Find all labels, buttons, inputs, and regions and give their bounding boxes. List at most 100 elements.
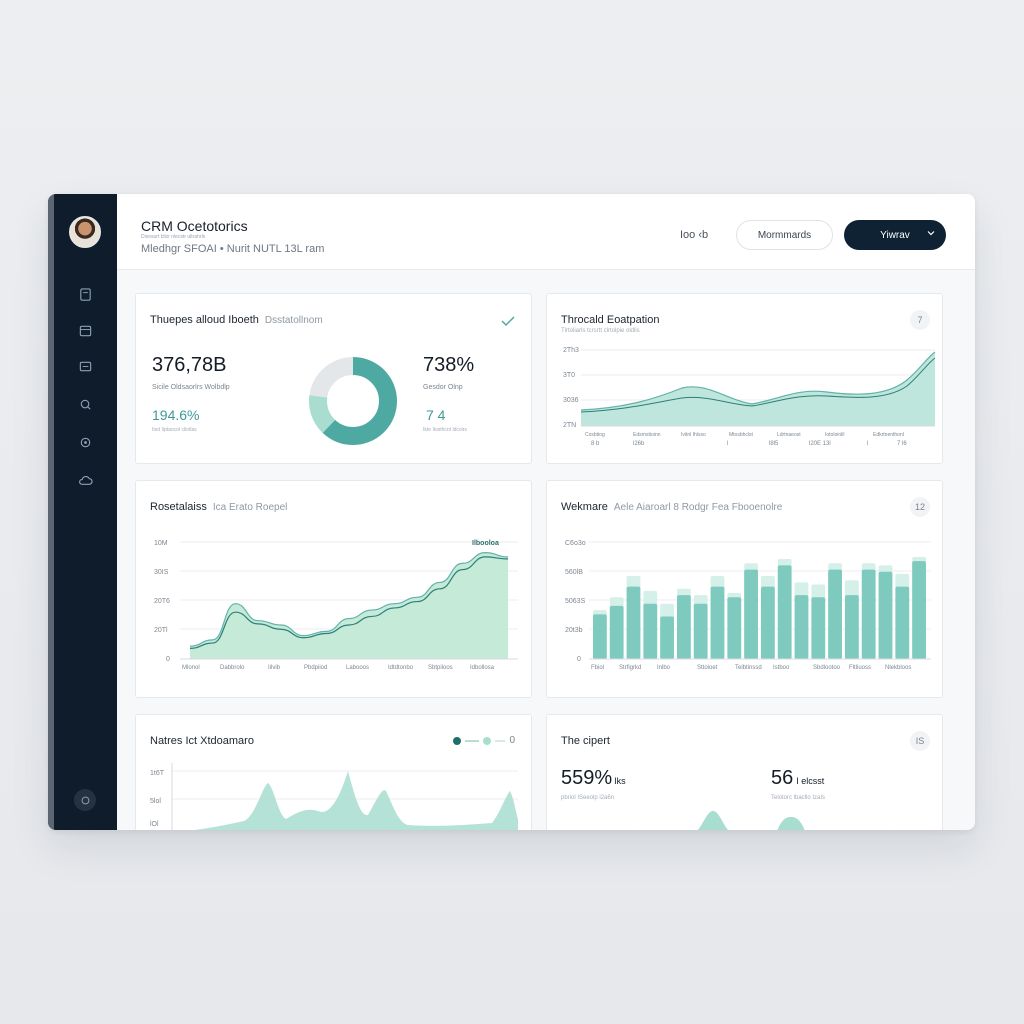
bar[interactable] [878,571,893,659]
bar[interactable] [609,605,624,659]
bar[interactable] [845,595,859,659]
card-title: Thuepes alloud Iboeth Dsstatollnom [150,314,323,326]
bar-chart: C6o3o 560lB 5063S 20t3b 0 Fbiol Strfigrk… [565,540,931,671]
bar[interactable] [744,569,758,659]
kpi-sparkline [697,811,805,830]
metric-change: 194.6% [152,407,200,423]
primary-dropdown-button[interactable]: Yiwrav [844,220,946,250]
y-tick: 5lol [150,798,161,805]
bar[interactable] [794,595,809,659]
secondary-button[interactable]: Mormmards [736,220,833,250]
bar[interactable] [693,603,708,659]
bar-chart-card: Wekmare Aele Aiaroarl 8 Rodgr Fea Fbooeno… [546,480,943,698]
x-axis-labels: Cosbtiog Edsrnstioinn Ivitnl Ihlsso Mtos… [585,432,907,447]
x-tick: Istboo [773,665,790,671]
area-line [189,556,509,649]
bar[interactable] [626,586,641,659]
bar[interactable] [643,603,658,659]
x-tick: Labooos [346,665,369,671]
primary-button-label: Yiwrav [880,229,910,241]
bar-series [593,556,926,659]
x-tick-secondary: l20E 13l [809,441,831,447]
bar[interactable] [677,595,691,659]
x-tick: Edsrnstioinn [633,432,661,438]
trend-card: Throcald Eoatpation Tlrtoliarls tcrsrtt … [546,293,943,464]
bar[interactable] [660,616,674,659]
bar[interactable] [777,565,792,659]
kpi-value-suffix: Iks [614,776,626,786]
area-chart-card: Rosetalaiss Ica Erato Roepel 10M 30IS 20T… [135,480,532,698]
x-tick: Idtdtonbo [388,665,414,671]
bar[interactable] [912,561,926,659]
card-badge[interactable]: 7 [910,310,930,330]
legend-toggle[interactable]: 0 [453,735,515,746]
legend-dot-dark [453,736,462,745]
distribution-card: Natres Ict Xtdoamaro 0 1t6T 5lol lOl [135,714,532,830]
metric-value: 376,78B [152,354,227,376]
metric-note-2: Ikte Iiosthcnt ldcoirs [423,427,467,433]
help-icon[interactable] [74,789,96,811]
y-tick: 20T6 [154,598,170,605]
x-tick: Fbiol [591,665,604,671]
calendar-icon[interactable] [73,318,97,342]
donut-segment-primary [309,357,397,445]
card-badge[interactable]: IS [910,731,930,751]
kpi-value-text: 559% [561,767,613,789]
bar[interactable] [861,569,876,659]
card-badge[interactable]: 12 [910,497,930,517]
kpi-card: The cipert IS 559% Iks pbriol ISeeolp l2a… [546,714,943,830]
bar[interactable] [593,614,607,659]
card-title: The cipert [561,735,610,747]
legend-line [495,739,506,742]
x-tick: Fltliuoss [849,665,871,671]
x-tick: Inlbo [657,665,671,671]
x-tick: Iilvib [268,665,281,671]
metric-change-2: 7 4 [426,407,446,423]
bar[interactable] [761,586,775,659]
card-title: Natres Ict Xtdoamaro [150,735,254,747]
metric-value-2: 738% [423,354,475,376]
bar[interactable] [710,586,725,659]
y-tick: 0 [577,656,581,663]
x-tick: Dabbrolo [220,665,245,671]
cloud-icon[interactable] [73,468,97,492]
x-tick-secondary: l8l5 [769,441,779,447]
bar[interactable] [895,586,910,659]
x-tick-secondary: 7 l6 [897,441,907,447]
x-tick: Cosbtiog [585,432,605,438]
card-subtitle: Tlrtoliarls tcrsrtt clrtolpie oldlis [561,328,640,334]
bar[interactable] [811,597,826,659]
date-range-selector[interactable]: Ioo ‹b [680,229,709,241]
x-tick: Strfigrkd [619,665,641,671]
metric-label: Sicile Oldsaorlrs Wolbdlp [152,384,230,391]
check-icon[interactable] [501,316,515,328]
donut-segment-secondary [309,357,397,445]
bar[interactable] [828,569,842,659]
x-tick: Pbdpiiod [304,665,327,671]
legend-dot-light [483,736,492,745]
trend-line-1 [580,351,936,411]
x-axis-labels: Fbiol Strfigrkd Inlbo Sttoioet Telbtinss… [591,665,911,671]
document-icon[interactable] [73,282,97,306]
x-tick: Iotoloinlil [825,432,844,438]
inbox-icon[interactable] [73,354,97,378]
y-tick: 10M [154,540,168,547]
kpi-value-suffix: I elcsst [796,776,825,786]
y-tick: 1t6T [150,770,165,777]
x-tick-secondary: l26b [633,441,645,447]
trend-line-2 [580,357,936,413]
x-tick: Ldrtnaeost [777,432,801,438]
y-tick: 0 [166,656,170,663]
settings-icon[interactable] [73,430,97,454]
legend-line [465,739,480,742]
x-tick: Mtosbhclst [729,432,754,438]
bar[interactable] [727,597,742,659]
avatar[interactable] [69,216,101,248]
card-subtitle: Ica Erato Roepel [212,502,288,513]
card-subtitle: Aele Aiaroarl 8 Rodgr Fea Fbooenolre [613,502,783,513]
x-tick-secondary: l [867,441,868,447]
x-axis-labels: Mlonol Dabbrolo Iilvib Pbdpiiod Labooos … [182,665,495,671]
search-icon[interactable] [73,392,97,416]
card-title-text: Wekmare [561,501,608,513]
sparkline-peak [777,817,805,830]
